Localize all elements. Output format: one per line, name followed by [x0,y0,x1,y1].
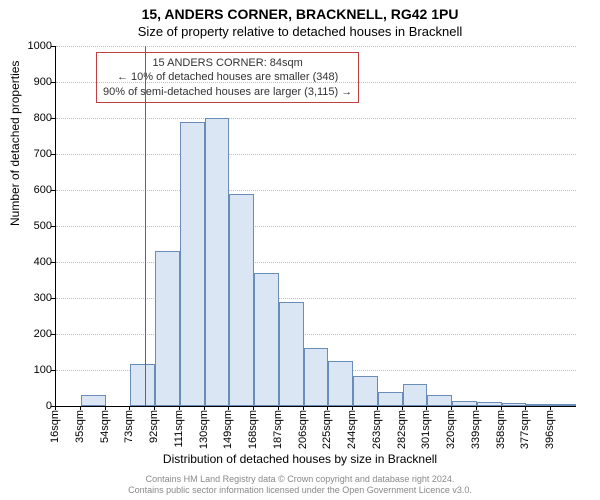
y-tick-mark [51,334,55,335]
reference-line [145,46,146,406]
gridline [56,82,576,83]
x-axis-label: Distribution of detached houses by size … [0,452,600,466]
x-tick-label: 16sqm [49,410,61,443]
x-tick-label: 263sqm [371,410,383,449]
y-tick-label: 500 [12,220,52,232]
x-tick-label: 320sqm [445,410,457,449]
histogram-bar [304,348,329,406]
histogram-bar [180,122,205,406]
plot-area: 15 ANDERS CORNER: 84sqm ← 10% of detache… [55,46,576,407]
y-tick-mark [51,46,55,47]
histogram-bar [205,118,230,406]
y-tick-label: 400 [12,256,52,268]
histogram-bar [353,376,378,406]
y-tick-label: 100 [12,364,52,376]
gridline [56,46,576,47]
gridline [56,334,576,335]
x-tick-label: 377sqm [519,410,531,449]
gridline [56,154,576,155]
histogram-bar [452,401,477,406]
gridline [56,262,576,263]
histogram-bar [328,361,353,406]
x-tick-label: 225sqm [321,410,333,449]
gridline [56,298,576,299]
y-tick-mark [51,118,55,119]
page-subtitle: Size of property relative to detached ho… [0,24,600,39]
y-tick-mark [51,370,55,371]
x-tick-label: 92sqm [148,410,160,443]
annotation-box: 15 ANDERS CORNER: 84sqm ← 10% of detache… [96,52,359,103]
histogram-bar [403,384,428,406]
histogram-bar [155,251,180,406]
histogram-bar [526,404,551,406]
x-tick-label: 130sqm [198,410,210,449]
histogram-bar [254,273,279,406]
histogram-bar [229,194,254,406]
y-tick-label: 300 [12,292,52,304]
histogram-bar [551,404,576,406]
x-tick-label: 396sqm [544,410,556,449]
x-tick-label: 358sqm [495,410,507,449]
y-tick-mark [51,298,55,299]
y-tick-mark [51,226,55,227]
x-tick-label: 111sqm [173,410,185,448]
x-tick-label: 54sqm [99,410,111,443]
credit-line2: Contains public sector information licen… [0,485,600,496]
x-tick-label: 244sqm [346,410,358,449]
y-tick-label: 0 [12,400,52,412]
y-tick-mark [51,262,55,263]
annotation-line1: 15 ANDERS CORNER: 84sqm [103,56,352,70]
histogram-bar [279,302,304,406]
gridline [56,226,576,227]
y-tick-mark [51,154,55,155]
histogram-bar [427,395,452,406]
annotation-line3: 90% of semi-detached houses are larger (… [103,85,352,99]
histogram-bar [130,364,155,406]
gridline [56,190,576,191]
y-tick-mark [51,82,55,83]
x-tick-label: 187sqm [272,410,284,449]
y-tick-label: 1000 [12,40,52,52]
histogram-bar [502,403,527,406]
x-tick-label: 149sqm [222,410,234,449]
x-tick-label: 206sqm [297,410,309,449]
y-tick-mark [51,190,55,191]
y-tick-label: 700 [12,148,52,160]
y-tick-label: 200 [12,328,52,340]
x-tick-label: 35sqm [74,410,86,443]
gridline [56,118,576,119]
credit-text: Contains HM Land Registry data © Crown c… [0,474,600,496]
x-tick-label: 168sqm [247,410,259,449]
x-tick-label: 339sqm [470,410,482,449]
x-tick-label: 301sqm [420,410,432,449]
y-tick-label: 900 [12,76,52,88]
histogram-bar [477,402,502,406]
histogram-bar [378,392,403,406]
chart-container: 15, ANDERS CORNER, BRACKNELL, RG42 1PU S… [0,0,600,500]
histogram-bar [81,395,106,406]
x-tick-label: 282sqm [396,410,408,449]
page-title: 15, ANDERS CORNER, BRACKNELL, RG42 1PU [0,6,600,22]
credit-line1: Contains HM Land Registry data © Crown c… [0,474,600,485]
x-tick-label: 73sqm [123,410,135,443]
y-tick-label: 800 [12,112,52,124]
y-tick-label: 600 [12,184,52,196]
